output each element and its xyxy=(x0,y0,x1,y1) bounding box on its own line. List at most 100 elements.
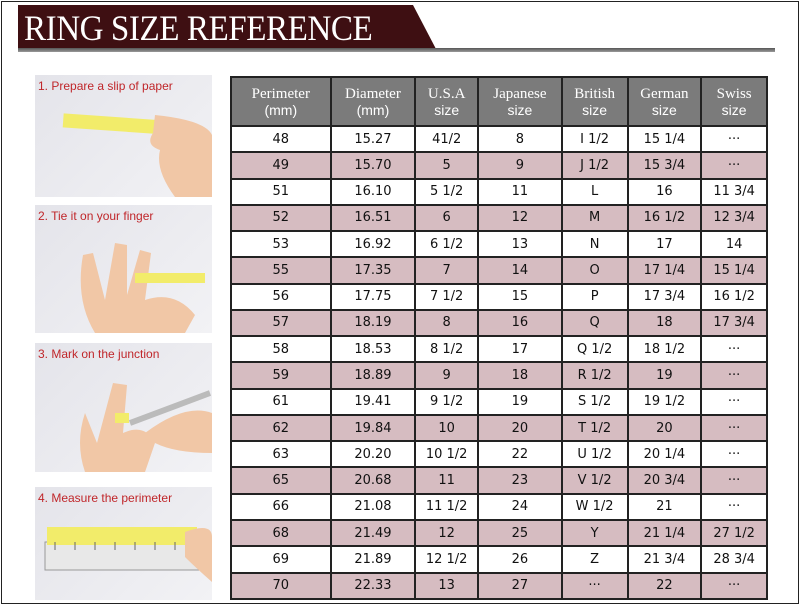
table-cell: 20 xyxy=(477,413,563,443)
table-row: 58 18.53 8 1/2 17 Q 1/2 18 1/2 ··· xyxy=(230,335,768,364)
step-1-panel: 1. Prepare a slip of paper xyxy=(35,75,212,197)
table-cell: 18 1/2 xyxy=(626,335,703,364)
table-cell: 16.51 xyxy=(329,203,417,233)
table-cell: Q xyxy=(560,308,629,338)
table-cell: 11 1/2 xyxy=(414,492,480,521)
table-cell: O xyxy=(560,256,629,285)
table-cell: 21.49 xyxy=(329,518,417,548)
table-cell: 10 xyxy=(414,413,480,443)
step-label: 3. Mark on the junction xyxy=(38,347,160,361)
table-cell: 8 xyxy=(414,308,480,338)
table-row: 70 22.33 13 27 ··· 22 ··· xyxy=(230,571,768,601)
column-header: U.S.A size xyxy=(414,76,480,127)
table-cell: 21.08 xyxy=(329,492,417,521)
table-cell: Y xyxy=(560,518,629,548)
table-cell: 22 xyxy=(626,571,703,601)
table-cell: 56 xyxy=(230,282,332,311)
table-cell: W 1/2 xyxy=(560,492,629,521)
table-cell: 14 xyxy=(477,256,563,285)
table-cell: 21 3/4 xyxy=(626,545,703,574)
table-cell: M xyxy=(560,203,629,233)
table-cell: 20.68 xyxy=(329,466,417,495)
header-unit: (mm) xyxy=(356,101,390,118)
table-cell: 27 xyxy=(477,571,563,601)
table-row: 63 20.20 10 1/2 22 U 1/2 20 1/4 ··· xyxy=(230,440,768,469)
table-cell: 69 xyxy=(230,545,332,574)
table-cell: ··· xyxy=(560,571,629,601)
table-cell: 58 xyxy=(230,335,332,364)
table-cell: 20 xyxy=(626,413,703,443)
table-cell: 63 xyxy=(230,440,332,469)
header-unit: (mm) xyxy=(264,101,298,118)
table-cell: 15.27 xyxy=(329,124,417,154)
header-title: Japanese xyxy=(493,85,547,102)
title-banner xyxy=(18,5,436,49)
step-label: 2. Tie it on your finger xyxy=(38,209,154,223)
table-cell: U 1/2 xyxy=(560,440,629,469)
table-cell: ··· xyxy=(700,335,768,364)
header-title: British xyxy=(574,85,616,102)
column-header: British size xyxy=(560,76,629,127)
table-cell: L xyxy=(560,177,629,206)
table-cell: 17.75 xyxy=(329,282,417,311)
table-cell: 53 xyxy=(230,230,332,259)
table-cell: 16.92 xyxy=(329,230,417,259)
table-cell: 28 3/4 xyxy=(700,545,768,574)
header-title: German xyxy=(640,85,689,102)
table-cell: 20 3/4 xyxy=(626,466,703,495)
table-cell: 20.20 xyxy=(329,440,417,469)
table-cell: 5 1/2 xyxy=(414,177,480,206)
table-cell: 61 xyxy=(230,387,332,416)
table-row: 49 15.70 5 9 J 1/2 15 3/4 ··· xyxy=(230,151,768,180)
table-cell: 66 xyxy=(230,492,332,521)
table-cell: 24 xyxy=(477,492,563,521)
table-cell: 12 xyxy=(477,203,563,233)
table-cell: 18 xyxy=(626,308,703,338)
table-cell: 9 1/2 xyxy=(414,387,480,416)
column-header: German size xyxy=(626,76,703,127)
table-cell: 41/2 xyxy=(414,124,480,154)
table-cell: 19.41 xyxy=(329,387,417,416)
table-cell: 14 xyxy=(700,230,768,259)
table-cell: 22.33 xyxy=(329,571,417,601)
ring-size-table: Perimeter (mm) Diameter (mm) U.S.A size Japane… xyxy=(230,76,768,601)
header-unit: size xyxy=(507,101,533,118)
table-cell: 11 xyxy=(477,177,563,206)
table-cell: 49 xyxy=(230,151,332,180)
header-title: Diameter xyxy=(345,85,401,102)
step-label: 4. Measure the perimeter xyxy=(38,491,173,505)
table-cell: 16 1/2 xyxy=(700,282,768,311)
table-row: 56 17.75 7 1/2 15 P 17 3/4 16 1/2 xyxy=(230,282,768,311)
table-cell: 16 xyxy=(477,308,563,338)
table-cell: 21 1/4 xyxy=(626,518,703,548)
header-unit: size xyxy=(721,101,747,118)
table-cell: 17 3/4 xyxy=(700,308,768,338)
table-cell: 51 xyxy=(230,177,332,206)
header-title: Swiss xyxy=(716,85,752,102)
step-3-panel: 3. Mark on the junction xyxy=(35,343,212,472)
step-label: 1. Prepare a slip of paper xyxy=(38,79,173,93)
table-cell: 9 xyxy=(477,151,563,180)
table-cell: 68 xyxy=(230,518,332,548)
table-cell: 59 xyxy=(230,361,332,390)
table-cell: ··· xyxy=(700,151,768,180)
table-cell: 10 1/2 xyxy=(414,440,480,469)
table-cell: 19.84 xyxy=(329,413,417,443)
table-cell: 11 3/4 xyxy=(700,177,768,206)
table-cell: ··· xyxy=(700,387,768,416)
table-row: 68 21.49 12 25 Y 21 1/4 27 1/2 xyxy=(230,518,768,548)
table-cell: 57 xyxy=(230,308,332,338)
table-cell: 7 1/2 xyxy=(414,282,480,311)
table-cell: ··· xyxy=(700,413,768,443)
header-title: U.S.A xyxy=(427,85,466,102)
ruler-measure-icon xyxy=(44,527,212,582)
table-cell: 26 xyxy=(477,545,563,574)
table-cell: T 1/2 xyxy=(560,413,629,443)
table-row: 59 18.89 9 18 R 1/2 19 ··· xyxy=(230,361,768,390)
table-cell: 9 xyxy=(414,361,480,390)
step-4-panel: 4. Measure the perimeter xyxy=(35,487,212,600)
hand-with-strip-icon xyxy=(80,243,205,333)
table-cell: 21 xyxy=(626,492,703,521)
table-cell: 55 xyxy=(230,256,332,285)
table-cell: 13 xyxy=(477,230,563,259)
